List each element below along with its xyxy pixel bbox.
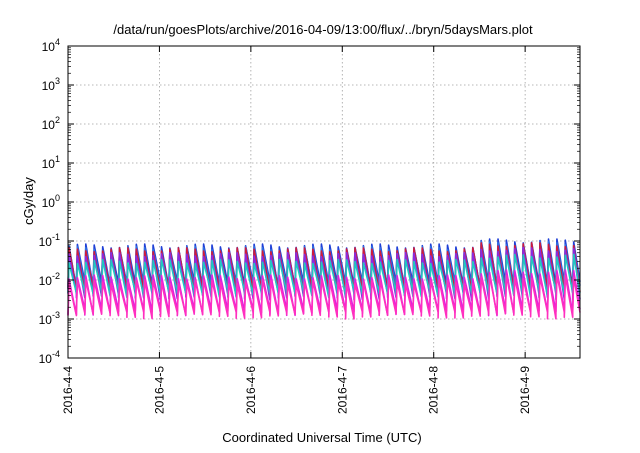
series-line <box>67 274 581 320</box>
y-tick-label: 104 <box>42 37 60 54</box>
y-axis-label: cGy/day <box>21 177 36 225</box>
chart-title: /data/run/goesPlots/archive/2016-04-09/1… <box>113 22 533 37</box>
x-tick-label: 2016-4-9 <box>518 366 532 414</box>
axis-ticks: 10-4 10-3 10-2 10-1 100 101 102 103 104 2016-4-4 2… <box>39 37 580 414</box>
y-tick-label: 102 <box>42 115 60 132</box>
x-axis-label: Coordinated Universal Time (UTC) <box>222 430 421 445</box>
y-tick-label: 101 <box>42 154 60 171</box>
x-tick-label: 2016-4-6 <box>244 366 258 414</box>
series-lines <box>67 238 581 320</box>
x-tick-label: 2016-4-7 <box>335 366 349 414</box>
y-tick-label: 100 <box>42 193 60 210</box>
y-tick-label: 10-1 <box>39 232 60 249</box>
grid-lines <box>68 46 580 358</box>
x-tick-label: 2016-4-4 <box>61 366 75 414</box>
x-tick-label: 2016-4-5 <box>152 366 166 414</box>
y-tick-label: 103 <box>42 76 60 93</box>
x-tick-label: 2016-4-8 <box>427 366 441 414</box>
y-tick-label: 10-4 <box>39 349 60 366</box>
y-tick-label: 10-2 <box>39 271 60 288</box>
y-tick-label: 10-3 <box>39 310 60 327</box>
